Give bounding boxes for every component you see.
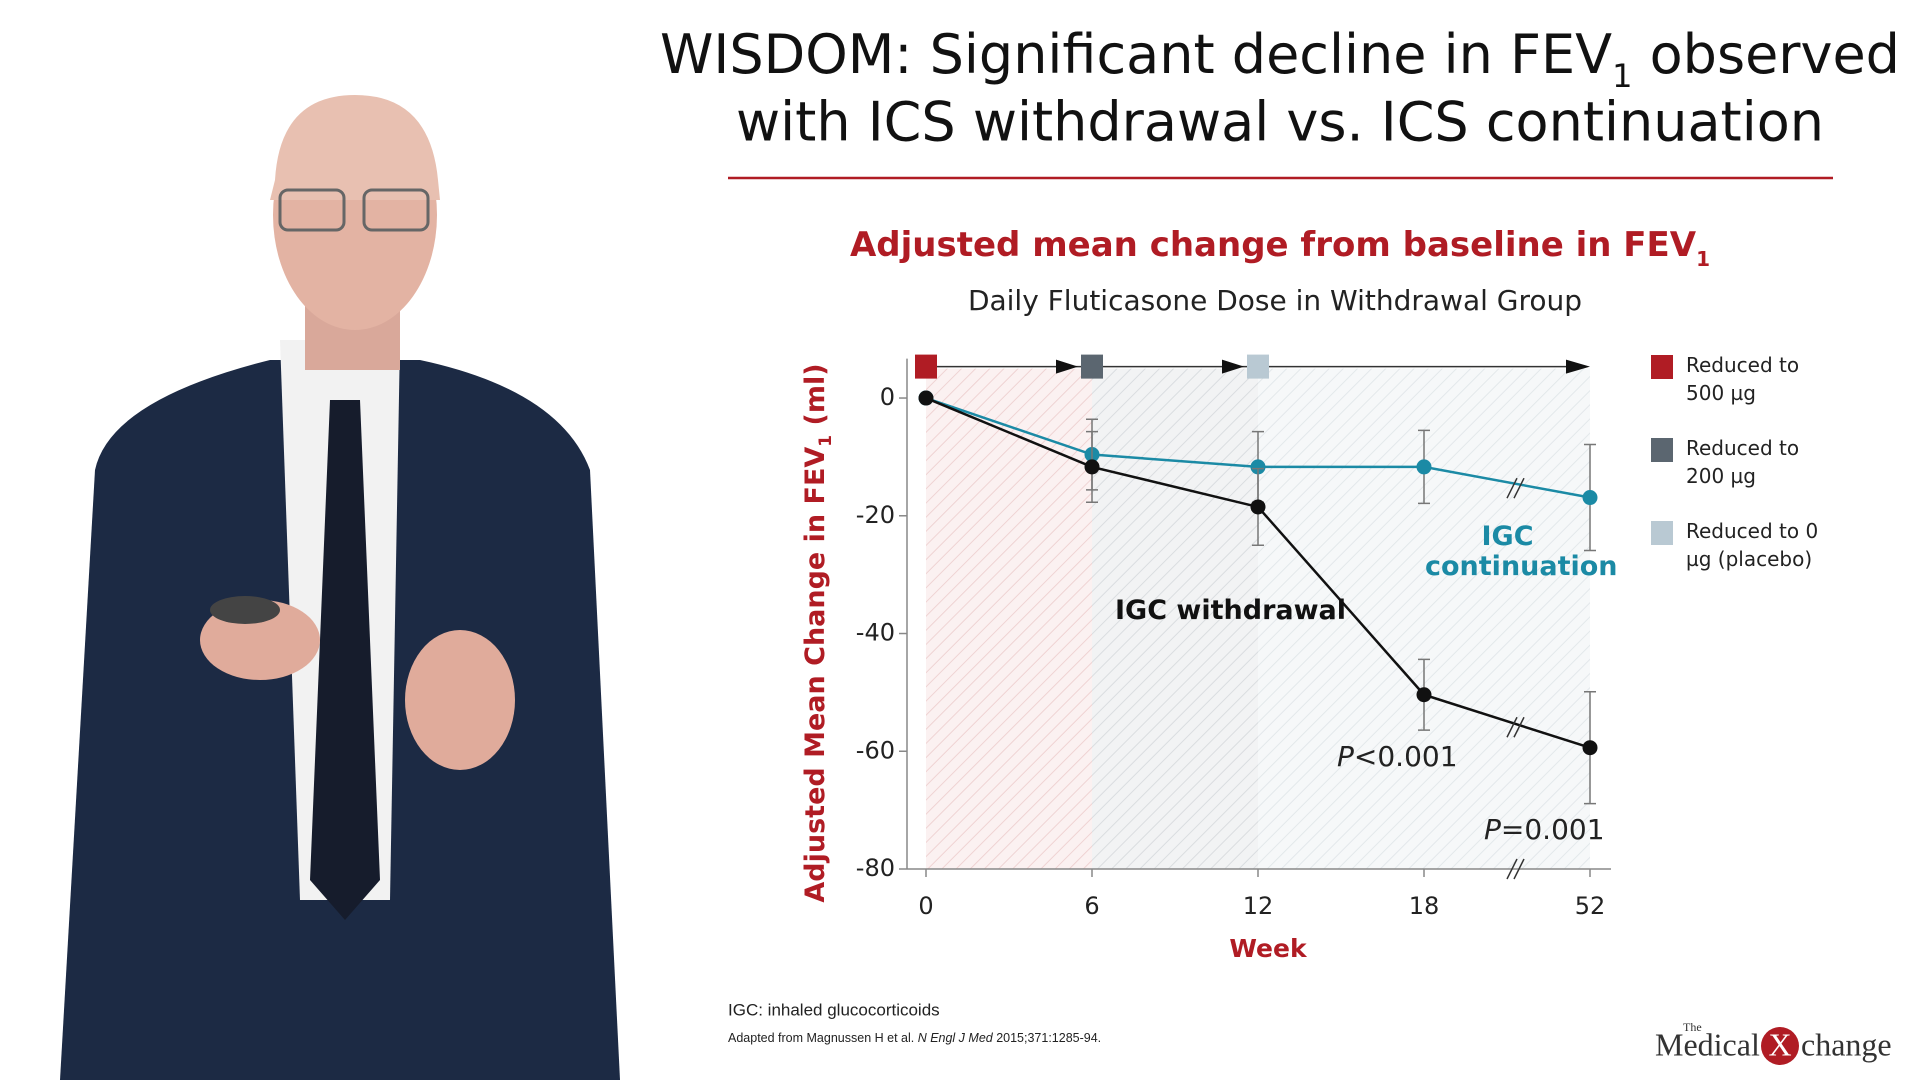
data-point (1084, 459, 1100, 475)
y-tick-label: 0 (880, 383, 895, 411)
dose-region (1092, 368, 1258, 869)
annotation: P=0.001 (1484, 813, 1605, 846)
y-title-subscript: 1 (816, 435, 836, 447)
series-label: IGC withdrawal (1115, 595, 1347, 626)
logo-circle (1761, 1027, 1799, 1065)
footnote: Adapted from Magnussen H et al. N Engl J… (728, 1031, 1101, 1045)
footnote-text: 2015;371:1285-94. (993, 1031, 1101, 1045)
logo-text: Medical (1655, 1026, 1760, 1062)
x-tick-label: 0 (918, 892, 933, 920)
data-point (1416, 459, 1432, 475)
y-tick-label: -20 (856, 501, 895, 529)
x-tick-label: 6 (1084, 892, 1099, 920)
legend-swatch (1651, 521, 1673, 545)
axis-break (1513, 716, 1525, 738)
chart-title: Adjusted mean change from baseline in FE… (850, 225, 1710, 271)
annotation: P<0.001 (1337, 740, 1458, 773)
chart-title-text: Adjusted mean change from baseline in FE… (850, 225, 1697, 265)
legend-label: Reduced to 500 µg (1686, 353, 1800, 405)
x-axis-title: Week (1229, 934, 1308, 963)
footnote-journal: N Engl J Med (918, 1031, 994, 1045)
y-axis-title: Adjusted Mean Change in FEV1 (ml) (800, 363, 837, 902)
logo-text: X (1768, 1026, 1791, 1062)
axis-break (1513, 477, 1525, 499)
legend-label: Reduced to 200 µg (1686, 436, 1800, 488)
axis-break (1506, 858, 1518, 880)
data-point (1582, 740, 1598, 756)
legend-swatch (1651, 438, 1673, 462)
legend-label: Reduced to 0 µg (placebo) (1686, 519, 1819, 571)
y-tick-label: -40 (856, 619, 895, 647)
x-tick-label: 12 (1243, 892, 1274, 920)
dose-marker (1247, 354, 1269, 379)
data-point (1416, 687, 1432, 703)
data-point (918, 390, 934, 406)
y-tick-label: -60 (856, 736, 895, 764)
x-tick-label: 18 (1409, 892, 1440, 920)
dose-marker (1081, 354, 1103, 379)
series-label: IGC continuation (1425, 521, 1618, 582)
slide-title: WISDOM: Significant decline in FEV1 obse… (660, 23, 1900, 95)
dose-region (926, 368, 1092, 869)
y-tick-label: -80 (856, 854, 895, 882)
slide-title: with ICS withdrawal vs. ICS continuation (736, 91, 1824, 154)
footnote-text: Adapted from Magnussen H et al. (728, 1031, 918, 1045)
x-tick-label: 52 (1575, 892, 1606, 920)
data-point (1582, 490, 1598, 506)
data-point (1250, 459, 1266, 475)
dose-arrow (1222, 359, 1244, 374)
logo-text: The (1683, 1020, 1702, 1034)
data-point (1250, 499, 1266, 515)
logo: The Medical X change (1655, 1020, 1892, 1065)
axis-break (1513, 858, 1525, 880)
dose-arrow (1056, 359, 1078, 374)
dose-arrow (1566, 359, 1590, 374)
presenter (60, 95, 620, 1080)
title-text: WISDOM: Significant decline in FEV (660, 23, 1612, 86)
title-text: observed (1632, 23, 1900, 86)
y-title-text: (ml) (800, 363, 831, 434)
title-subscript: 1 (1612, 57, 1632, 95)
footnote: IGC: inhaled glucocorticoids (728, 1000, 940, 1019)
axis-break (1506, 477, 1518, 499)
y-title-text: Adjusted Mean Change in FEV (800, 447, 831, 903)
axis-break (1506, 716, 1518, 738)
legend-swatch (1651, 355, 1673, 379)
plot: 0 -20 -40 -60 -80 0 6 12 18 52 (856, 354, 1673, 920)
chart-subtitle: Daily Fluticasone Dose in Withdrawal Gro… (968, 284, 1582, 317)
logo-text: change (1801, 1026, 1892, 1062)
dose-marker (915, 354, 937, 379)
chart-title-subscript: 1 (1696, 247, 1710, 271)
